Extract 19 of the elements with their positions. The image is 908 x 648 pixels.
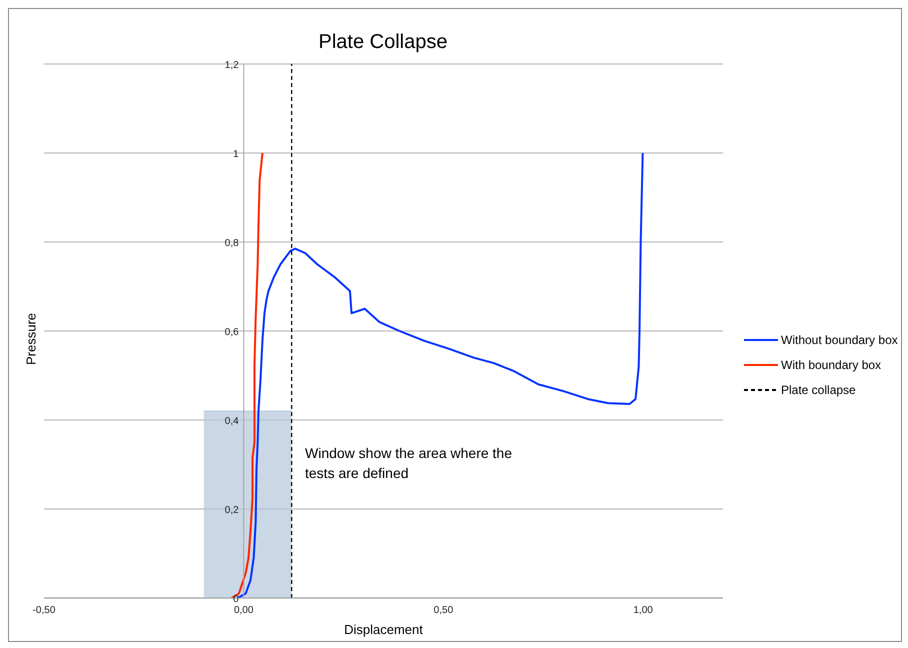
x-tick-label: -0,50 <box>32 605 56 616</box>
y-tick-label: 0,4 <box>224 416 240 427</box>
x-tick-label: 1,00 <box>633 605 654 616</box>
chart-title: Plate Collapse <box>318 31 448 54</box>
y-tick-label: 1 <box>233 149 240 160</box>
annotation: Window show the area where the tests are defined <box>305 444 513 483</box>
y-tick-label: 0,8 <box>224 238 240 249</box>
y-tick-label: 0 <box>233 594 240 605</box>
y-tick-label: 1,2 <box>224 60 240 71</box>
line-series <box>236 152 644 598</box>
y-axis-title: Pressure <box>24 312 38 366</box>
legend-label: Without boundary box <box>781 332 898 346</box>
x-axis-title: Displacement <box>344 622 424 637</box>
y-tick-label: 0,2 <box>224 505 240 516</box>
x-tick-label: 0,00 <box>234 605 254 616</box>
legend-label: With boundary box <box>781 358 882 372</box>
x-tick-label: 0,50 <box>434 605 454 616</box>
y-tick-label: 0,6 <box>224 327 240 338</box>
legend-label: Plate collapse <box>781 382 856 396</box>
